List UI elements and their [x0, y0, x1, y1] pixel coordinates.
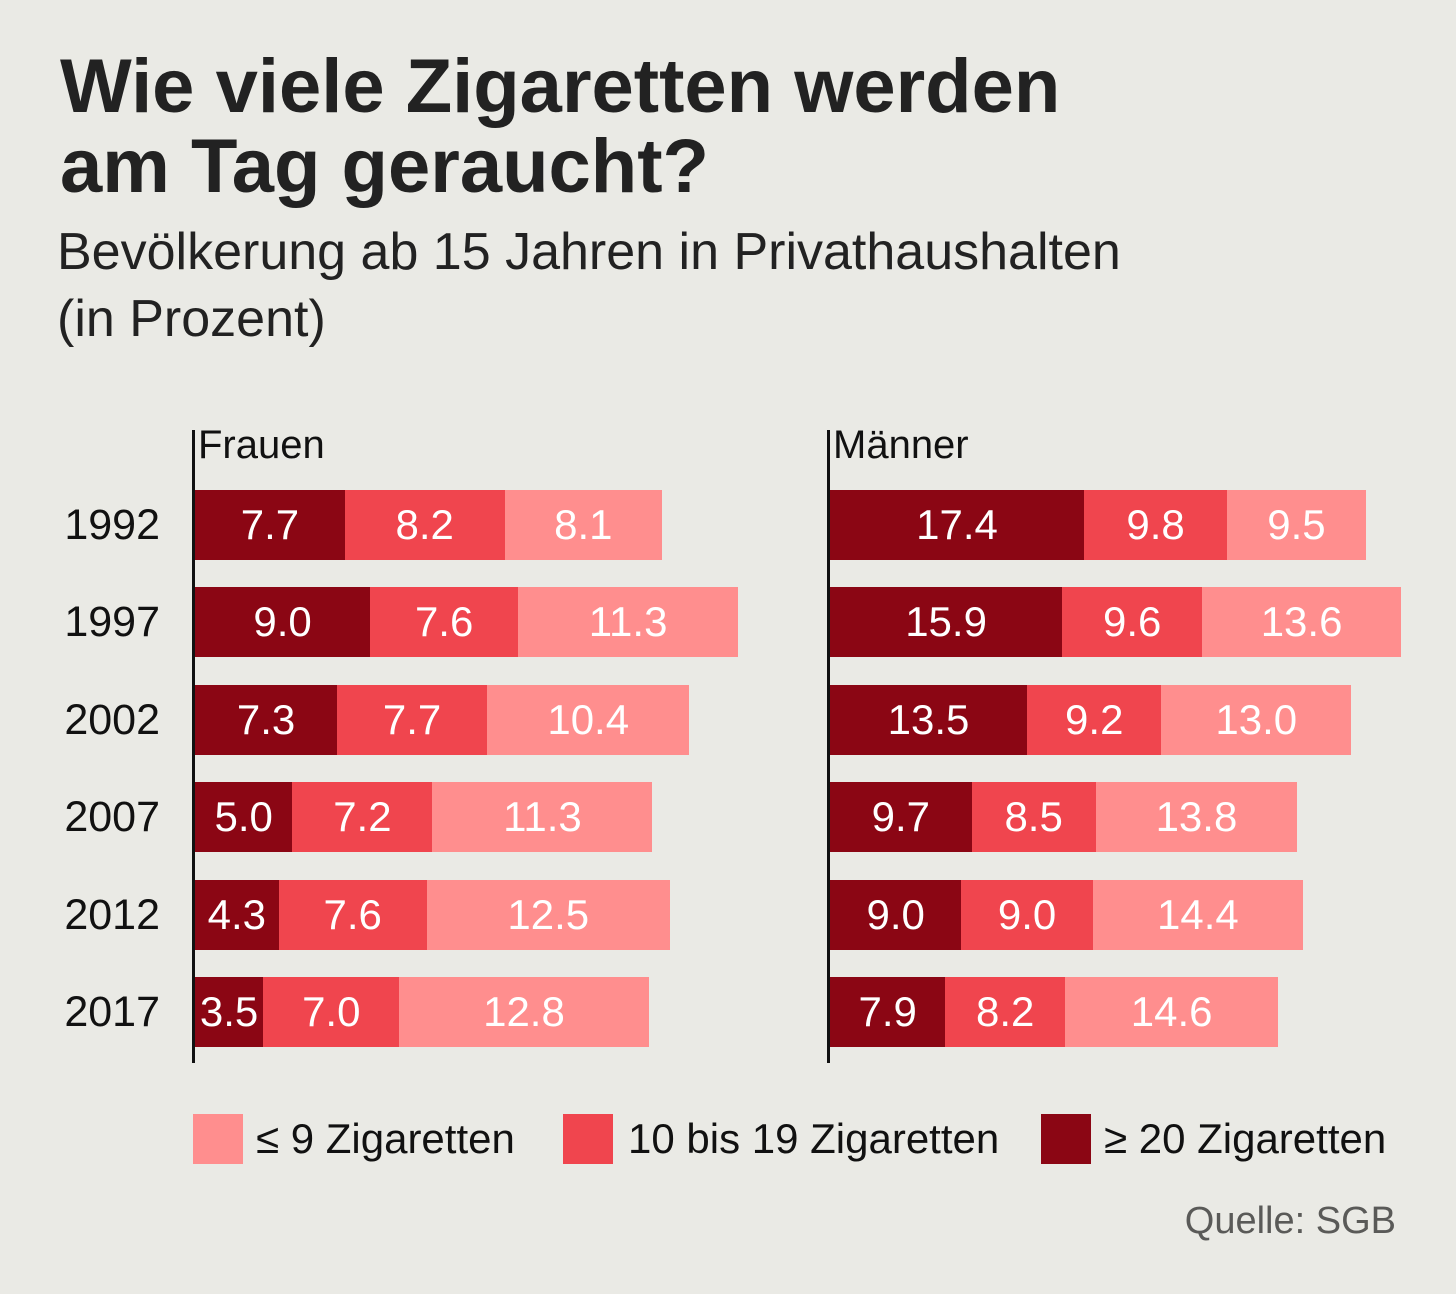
bar-value-label: 13.6	[1260, 598, 1343, 646]
bar-segment-frauen-1992-9-zigaretten: 8.1	[504, 490, 663, 560]
panel-label-frauen: Frauen	[198, 423, 325, 467]
bar-segment-frauen-1992-10-bis-19-zigaretten: 8.2	[344, 490, 505, 560]
bar-segment-maenner-2017-10-bis-19-zigaretten: 8.2	[945, 977, 1066, 1047]
bar-segment-frauen-2017-10-bis-19-zigaretten: 7.0	[263, 977, 400, 1047]
bar-segment-maenner-1997-9-zigaretten: 13.6	[1202, 587, 1401, 658]
bar-value-label: 9.0	[866, 890, 925, 938]
bar-segment-maenner-1997-20-zigaretten: 15.9	[830, 587, 1063, 658]
bar-value-label: 13.5	[887, 695, 970, 743]
chart-subtitle-line-1: Bevölkerung ab 15 Jahren in Privathausha…	[57, 223, 1121, 281]
bar-value-label: 7.6	[414, 598, 474, 646]
bar-segment-frauen-1997-20-zigaretten: 9.0	[195, 587, 371, 658]
bar-value-label: 9.0	[997, 890, 1057, 938]
bar-value-label: 7.3	[236, 695, 296, 743]
bar-segment-frauen-2012-9-zigaretten: 12.5	[426, 879, 670, 950]
bar-value-label: 12.8	[483, 988, 565, 1035]
chart-subtitle-line-2: (in Prozent)	[57, 290, 326, 348]
chart-title-line-2: am Tag geraucht?	[60, 124, 709, 209]
bar-value-label: 12.5	[507, 890, 590, 938]
bar-segment-maenner-2017-9-zigaretten: 14.6	[1065, 977, 1279, 1047]
bar-value-label: 9.8	[1126, 501, 1185, 548]
bar-segment-frauen-2002-9-zigaretten: 10.4	[487, 684, 690, 755]
bar-value-label: 9.6	[1103, 598, 1162, 646]
bar-segment-frauen-2012-10-bis-19-zigaretten: 7.6	[278, 879, 427, 950]
bar-segment-frauen-2002-10-bis-19-zigaretten: 7.7	[337, 684, 487, 755]
source-note: Quelle: SGB	[1184, 1200, 1396, 1242]
bar-segment-maenner-2012-10-bis-19-zigaretten: 9.0	[961, 879, 1093, 950]
bar-value-label: 8.2	[395, 501, 454, 548]
bar-value-label: 7.9	[858, 988, 917, 1035]
category-label-1992: 1992	[64, 501, 160, 549]
bar-value-label: 8.5	[1004, 793, 1063, 841]
bar-segment-maenner-2007-9-zigaretten: 13.8	[1095, 782, 1298, 853]
legend-label-medium: 10 bis 19 Zigaretten	[628, 1115, 1000, 1162]
bar-value-label: 10.4	[547, 695, 630, 743]
bar-value-label: 14.6	[1130, 988, 1213, 1035]
bar-value-label: 7.0	[302, 988, 361, 1035]
axis-line-frauen	[192, 430, 195, 1063]
bar-segment-maenner-1997-10-bis-19-zigaretten: 9.6	[1062, 587, 1203, 658]
bar-value-label: 8.1	[554, 501, 613, 548]
bar-segment-maenner-2017-20-zigaretten: 7.9	[830, 977, 946, 1047]
bar-segment-frauen-2017-20-zigaretten: 3.5	[195, 977, 264, 1047]
bar-segment-maenner-1992-20-zigaretten: 17.4	[830, 490, 1085, 560]
bar-value-label: 11.3	[503, 793, 582, 841]
axis-line-maenner	[827, 430, 830, 1063]
bar-segment-frauen-2007-10-bis-19-zigaretten: 7.2	[292, 782, 433, 853]
bar-value-label: 7.6	[323, 890, 382, 938]
bar-segment-frauen-1992-20-zigaretten: 7.7	[195, 490, 345, 560]
bar-value-label: 11.3	[588, 598, 668, 646]
bar-value-label: 13.0	[1215, 695, 1298, 743]
bar-value-label: 5.0	[214, 793, 273, 841]
bar-value-label: 4.3	[207, 890, 267, 938]
bar-segment-frauen-2007-20-zigaretten: 5.0	[195, 782, 293, 853]
legend-swatch-medium	[563, 1114, 613, 1164]
bar-value-label: 9.0	[253, 598, 312, 646]
bar-value-label: 7.2	[333, 793, 392, 841]
bar-segment-maenner-1992-9-zigaretten: 9.5	[1227, 490, 1366, 560]
bar-value-label: 3.5	[199, 988, 259, 1035]
bar-value-label: 15.9	[905, 598, 987, 646]
bar-segment-frauen-1997-9-zigaretten: 11.3	[518, 587, 739, 658]
category-label-2012: 2012	[64, 890, 160, 939]
bar-segment-maenner-2002-20-zigaretten: 13.5	[830, 684, 1028, 755]
panel-label-maenner: Männer	[833, 423, 969, 467]
category-label-2017: 2017	[64, 988, 160, 1036]
bar-value-label: 8.2	[975, 988, 1035, 1035]
category-label-2007: 2007	[64, 793, 160, 842]
bar-value-label: 9.2	[1065, 695, 1124, 743]
bar-value-label: 17.4	[916, 501, 998, 548]
bar-segment-maenner-2012-9-zigaretten: 14.4	[1092, 879, 1304, 950]
legend-label-light: ≤ 9 Zigaretten	[256, 1115, 515, 1162]
bar-value-label: 9.7	[871, 793, 930, 841]
bar-value-label: 7.7	[240, 501, 300, 548]
bar-segment-maenner-2002-9-zigaretten: 13.0	[1161, 684, 1352, 755]
legend-swatch-light	[193, 1114, 243, 1164]
bar-segment-frauen-2012-20-zigaretten: 4.3	[195, 879, 279, 950]
bar-segment-maenner-2002-10-bis-19-zigaretten: 9.2	[1027, 684, 1162, 755]
bar-segment-frauen-2007-9-zigaretten: 11.3	[432, 782, 653, 853]
bar-segment-maenner-1992-10-bis-19-zigaretten: 9.8	[1084, 490, 1228, 560]
chart-title-line-1: Wie viele Zigaretten werden	[60, 44, 1061, 129]
bar-value-label: 13.8	[1155, 793, 1238, 841]
bar-segment-maenner-2007-20-zigaretten: 9.7	[830, 782, 972, 853]
bar-segment-frauen-2002-20-zigaretten: 7.3	[195, 684, 338, 755]
legend-swatch-heavy	[1041, 1114, 1091, 1164]
chart-subtitle: Bevölkerung ab 15 Jahren in Privathausha…	[57, 219, 1121, 353]
chart-title: Wie viele Zigaretten werden am Tag gerau…	[60, 47, 1060, 207]
category-label-2002: 2002	[64, 695, 160, 744]
bar-segment-maenner-2007-10-bis-19-zigaretten: 8.5	[971, 782, 1096, 853]
bar-value-label: 14.4	[1157, 890, 1239, 938]
bar-value-label: 7.7	[382, 695, 442, 743]
category-label-1997: 1997	[64, 598, 160, 647]
bar-segment-maenner-2012-20-zigaretten: 9.0	[830, 879, 962, 950]
bar-segment-frauen-2017-9-zigaretten: 12.8	[399, 977, 649, 1047]
bar-value-label: 9.5	[1267, 501, 1326, 548]
bar-segment-frauen-1997-10-bis-19-zigaretten: 7.6	[370, 587, 519, 658]
legend-label-heavy: ≥ 20 Zigaretten	[1104, 1115, 1387, 1162]
